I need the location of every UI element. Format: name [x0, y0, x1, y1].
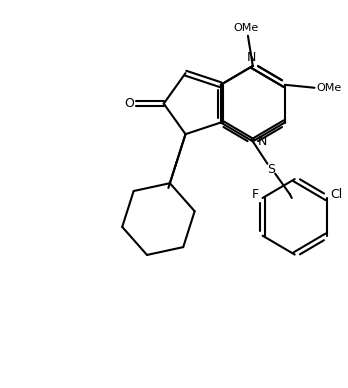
Text: S: S — [267, 163, 275, 176]
Text: N: N — [247, 51, 256, 64]
Text: Cl: Cl — [331, 189, 343, 201]
Text: N: N — [258, 135, 267, 148]
Text: OMe: OMe — [316, 83, 342, 93]
Text: F: F — [252, 189, 259, 201]
Text: O: O — [124, 97, 134, 110]
Text: OMe: OMe — [234, 23, 259, 33]
